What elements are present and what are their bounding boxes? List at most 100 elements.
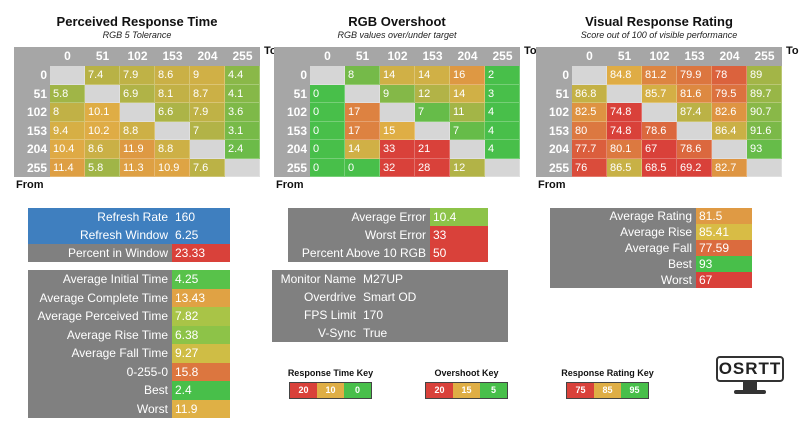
key-title: Overshoot Key xyxy=(434,368,499,378)
heatmap-cell: 79.5 xyxy=(712,84,747,103)
corner xyxy=(14,47,50,66)
stat-label: Overdrive xyxy=(272,288,360,306)
key-swatch: 15 xyxy=(453,383,480,398)
row-header: 102 xyxy=(274,103,310,122)
key-swatch: 75 xyxy=(567,383,594,398)
heatmap-cell: 4 xyxy=(485,140,520,159)
heatmap-cell: 11 xyxy=(450,103,485,122)
stat-value: 33 xyxy=(430,226,488,244)
heatmap-cell: 69.2 xyxy=(677,158,712,177)
column-header: 204 xyxy=(712,47,747,66)
heatmap-cell: 7 xyxy=(415,103,450,122)
key-swatch: 5 xyxy=(480,383,507,398)
stat-value: 85.41 xyxy=(696,224,752,240)
stat-value: 6.25 xyxy=(172,226,230,244)
heatmap-cell: 21 xyxy=(415,140,450,159)
stat-label: FPS Limit xyxy=(272,306,360,324)
row-header: 0 xyxy=(274,66,310,85)
heatmap-cell: 85.7 xyxy=(642,84,677,103)
heatmap-cell: 14 xyxy=(380,66,415,85)
row-header: 153 xyxy=(274,121,310,140)
heatmap-cell: 32 xyxy=(380,158,415,177)
heatmap-cell: 4.1 xyxy=(225,84,260,103)
heatmap-cell: 0 xyxy=(310,84,345,103)
corner xyxy=(536,47,572,66)
stat-value: 13.43 xyxy=(172,288,230,307)
heatmap-cell: 10.9 xyxy=(155,158,190,177)
empty-cell xyxy=(485,158,520,177)
stat-label: Average Perceived Time xyxy=(28,307,172,326)
heatmap-cell: 78.6 xyxy=(642,121,677,140)
stat-label: Percent Above 10 RGB xyxy=(288,244,430,262)
heatmap-cell: 79.9 xyxy=(677,66,712,85)
stat-value: 15.8 xyxy=(172,362,230,381)
heatmap-title: Perceived Response Time xyxy=(56,14,218,29)
stat-label: 0-255-0 xyxy=(28,362,172,381)
logo: OSRTT xyxy=(716,356,784,382)
heatmap-cell: 28 xyxy=(415,158,450,177)
empty-cell xyxy=(310,66,345,85)
heatmap-cell: 4 xyxy=(485,121,520,140)
heatmap-cell: 2 xyxy=(485,66,520,85)
heatmap-cell: 91.6 xyxy=(747,121,782,140)
stat-label: Average Rating xyxy=(550,208,696,224)
column-header: 102 xyxy=(642,47,677,66)
column-header: 102 xyxy=(380,47,415,66)
key-frame xyxy=(425,382,508,399)
row-header: 51 xyxy=(14,84,50,103)
heatmap-cell: 87.4 xyxy=(677,103,712,122)
empty-cell xyxy=(120,103,155,122)
row-header: 204 xyxy=(14,140,50,159)
from-label: From xyxy=(276,179,304,191)
row-header: 102 xyxy=(14,103,50,122)
heatmap-cell: 89.7 xyxy=(747,84,782,103)
heatmap-cell: 80 xyxy=(572,121,607,140)
stat-value: 11.9 xyxy=(172,399,230,418)
heatmap-cell: 82.5 xyxy=(572,103,607,122)
column-header: 0 xyxy=(50,47,85,66)
column-header: 102 xyxy=(120,47,155,66)
stat-label: Average Complete Time xyxy=(28,288,172,307)
stat-value: M27UP xyxy=(360,270,508,288)
stat-value: 50 xyxy=(430,244,488,262)
key-title: Response Rating Key xyxy=(561,368,654,378)
stat-value: 160 xyxy=(172,208,230,226)
stat-label: Worst xyxy=(28,399,172,418)
heatmap-cell: 8.1 xyxy=(155,84,190,103)
heatmap-cell: 0 xyxy=(310,158,345,177)
logo-stand xyxy=(743,382,757,390)
heatmap-cell: 89 xyxy=(747,66,782,85)
stat-label: Average Fall xyxy=(550,240,696,256)
to-label: To xyxy=(264,45,277,57)
stat-label: Refresh Window xyxy=(28,226,172,244)
heatmap-cell: 3 xyxy=(485,84,520,103)
logo-base xyxy=(734,390,766,394)
heatmap-cell: 7.6 xyxy=(190,158,225,177)
column-header: 51 xyxy=(345,47,380,66)
heatmap-title: RGB Overshoot xyxy=(348,14,446,29)
empty-cell xyxy=(345,84,380,103)
heatmap-cell: 4 xyxy=(485,103,520,122)
heatmap-cell: 6.6 xyxy=(155,103,190,122)
heatmap-cell: 14 xyxy=(345,140,380,159)
heatmap-cell: 68.5 xyxy=(642,158,677,177)
stat-label: Average Rise Time xyxy=(28,325,172,344)
stat-value: 77.59 xyxy=(696,240,752,256)
corner xyxy=(274,47,310,66)
heatmap-cell: 0 xyxy=(310,121,345,140)
stat-value: 6.38 xyxy=(172,325,230,344)
stat-value: 93 xyxy=(696,256,752,272)
heatmap-cell: 5.8 xyxy=(85,158,120,177)
row-header: 102 xyxy=(536,103,572,122)
column-header: 153 xyxy=(677,47,712,66)
stat-value: Smart OD xyxy=(360,288,508,306)
empty-cell xyxy=(607,84,642,103)
column-header: 51 xyxy=(607,47,642,66)
heatmap-cell: 0 xyxy=(310,140,345,159)
heatmap-cell: 8.6 xyxy=(85,140,120,159)
stat-label: Worst Error xyxy=(288,226,430,244)
empty-cell xyxy=(380,103,415,122)
empty-cell xyxy=(747,158,782,177)
heatmap-cell: 0 xyxy=(310,103,345,122)
heatmap-cell: 82.7 xyxy=(712,158,747,177)
